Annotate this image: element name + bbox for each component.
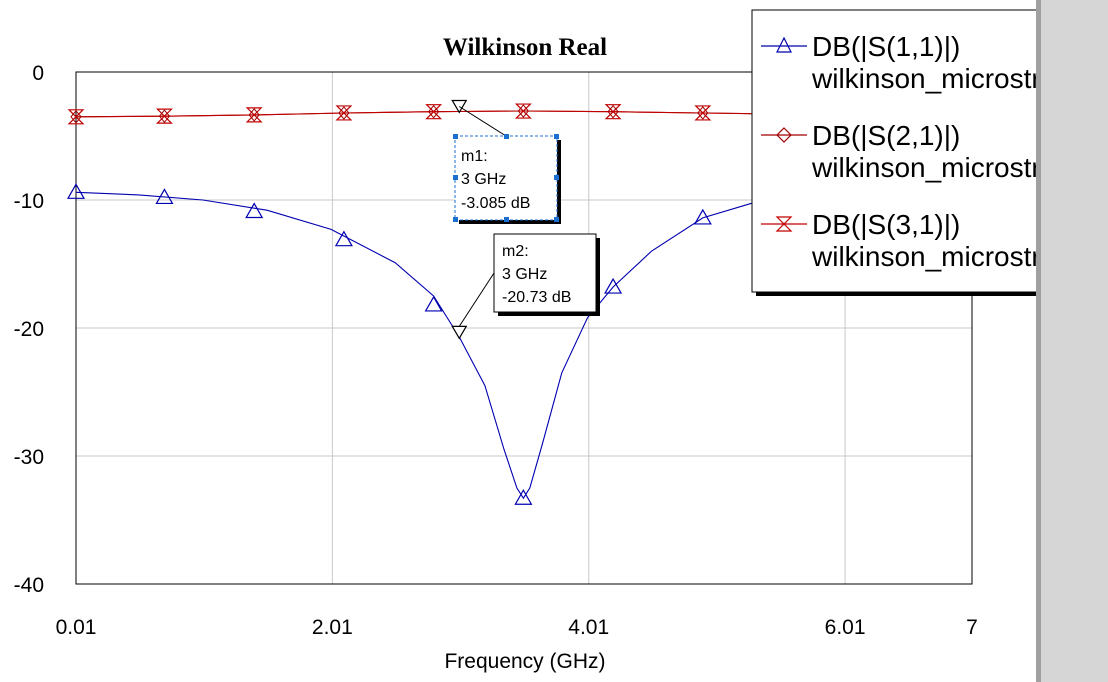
y-tick-label: -30 [14, 446, 44, 469]
hourglass-marker [694, 105, 712, 121]
legend-box[interactable] [751, 9, 1036, 293]
y-tick-label: -20 [14, 318, 44, 341]
marker-m1-x: 3 GHz [461, 171, 506, 188]
x-tick-label: 0.01 [56, 616, 97, 639]
y-tick-label: 0 [32, 62, 44, 85]
s-parameter-chart: Wilkinson Real 0.01 2.01 4.01 6.01 7 0 -10 -20… [14, 9, 1036, 673]
triangle-marker [334, 230, 353, 247]
plot-frame [75, 71, 973, 585]
hourglass-marker [335, 105, 353, 121]
diamond-marker [697, 106, 709, 120]
legend-item-s21[interactable]: DB(|S(2,1)|) wilkinson_microstrip [761, 120, 1036, 183]
x-tick-label: 2.01 [312, 616, 353, 639]
marker-m2-name: m2: [502, 243, 529, 260]
x-tick-label: 6.01 [825, 616, 866, 639]
triangle-marker [514, 489, 533, 505]
marker-m2-leader [458, 272, 495, 327]
marker-m1-y: -3.085 dB [461, 195, 530, 212]
marker-m2[interactable]: m2: 3 GHz -20.73 dB [451, 233, 600, 340]
legend-s21-name: DB(|S(2,1)|) [812, 120, 960, 151]
x-tick-label: 4.01 [568, 616, 609, 639]
x-axis-ticks: 0.01 2.01 4.01 6.01 7 [56, 616, 978, 639]
hourglass-marker-icon [775, 216, 793, 232]
series-line-1 [75, 186, 844, 500]
marker-m1-box[interactable] [454, 135, 558, 221]
legend-item-s31[interactable]: DB(|S(3,1)|) wilkinson_microstrip [761, 209, 1036, 272]
diamond-marker [607, 104, 619, 119]
y-axis-ticks: 0 -10 -20 -30 -40 [14, 62, 44, 597]
triangle-marker [604, 277, 623, 294]
marker-m2-x: 3 GHz [502, 266, 547, 283]
x-axis-label: Frequency (GHz) [444, 650, 605, 673]
triangle-marker [155, 188, 174, 205]
triangle-marker [693, 208, 712, 225]
right-side-panel [1036, 0, 1108, 682]
legend-s31-name: DB(|S(3,1)|) [812, 209, 960, 240]
diamond-marker [158, 109, 171, 123]
triangle-marker [245, 202, 264, 219]
diamond-marker [427, 104, 440, 119]
marker-m2-box[interactable] [493, 233, 597, 313]
diamond-marker [338, 106, 350, 120]
legend-s11-name: DB(|S(1,1)|) [812, 31, 960, 62]
y-tick-label: -10 [14, 190, 44, 213]
marker-m1-handles[interactable] [453, 134, 559, 222]
marker-m1-name: m1: [461, 148, 488, 165]
legend-item-s11[interactable]: DB(|S(1,1)|) wilkinson_microstrip [761, 31, 1036, 94]
hourglass-marker [67, 109, 85, 125]
diamond-marker [248, 108, 260, 122]
marker-m2-y: -20.73 dB [502, 289, 571, 306]
x-tick-label: 7 [966, 616, 978, 639]
triangle-marker-icon [776, 36, 792, 53]
series-markers [66, 103, 712, 505]
hourglass-marker [604, 104, 622, 120]
marker-m2-triangle[interactable] [451, 325, 468, 340]
hourglass-marker [425, 104, 443, 120]
hourglass-marker [155, 108, 173, 124]
triangle-marker [66, 183, 86, 199]
hourglass-marker [514, 103, 532, 119]
diamond-marker [70, 110, 82, 124]
marker-m1-leader [459, 106, 507, 137]
chart-title: Wilkinson Real [443, 34, 607, 61]
triangle-marker [424, 295, 443, 312]
diamond-marker-icon [776, 127, 792, 143]
y-tick-label: -40 [14, 574, 44, 597]
legend-s11-subname: wilkinson_microstrip [811, 63, 1036, 94]
legend-s21-subname: wilkinson_microstrip [811, 152, 1036, 183]
legend[interactable]: DB(|S(1,1)|) wilkinson_microstrip DB(|S(… [751, 9, 1036, 296]
hourglass-marker [245, 107, 263, 123]
diamond-marker [517, 104, 530, 118]
marker-m1[interactable]: m1: 3 GHz -3.085 dB [451, 99, 561, 224]
legend-s31-subname: wilkinson_microstrip [811, 241, 1036, 272]
